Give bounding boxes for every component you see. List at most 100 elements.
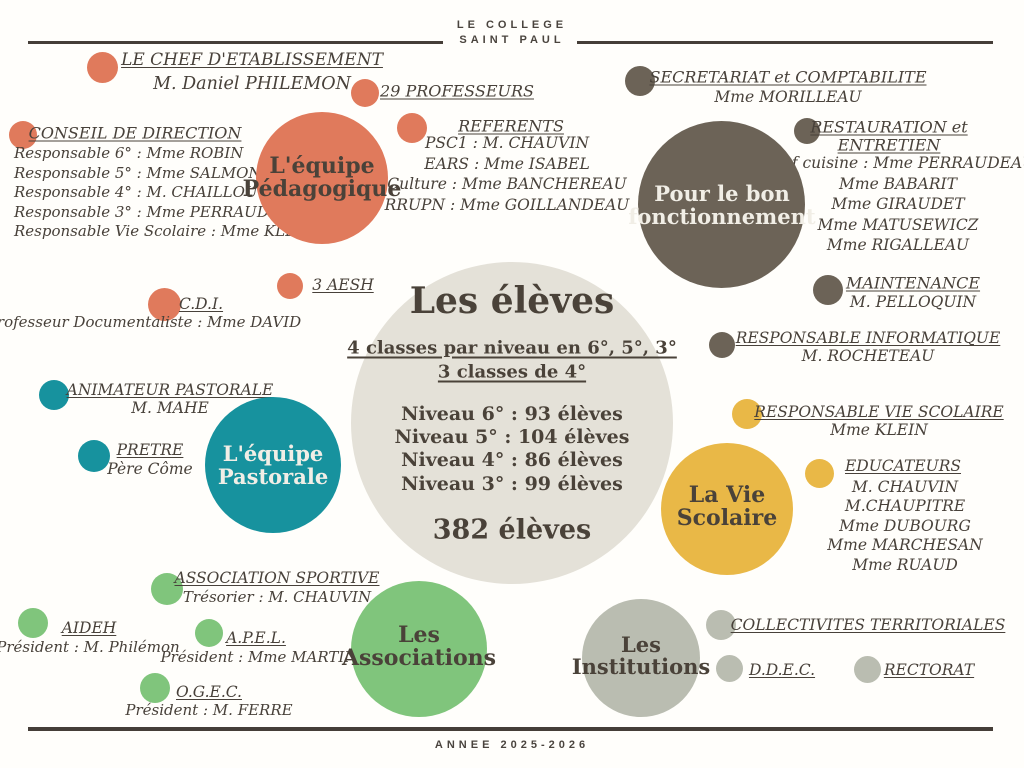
referent-member: EARS : Mme ISABEL (424, 154, 590, 173)
eleves-level: Niveau 3° : 99 élèves (401, 472, 623, 495)
eleves-classes-line1: 4 classes par niveau en 6°, 5°, 3° (347, 337, 677, 359)
restauration-member: Mme BABARIT (839, 174, 957, 193)
conseil-member: Responsable Vie Scolaire : Mme KLEIN (14, 222, 316, 241)
vie-scolaire-line2: Scolaire (676, 505, 778, 531)
chef-etablissement-dot (87, 52, 118, 83)
fonctionnement-label: Pour le bon fonctionnement (628, 182, 815, 228)
eleves-level: Niveau 4° : 86 élèves (401, 449, 623, 472)
aideh-title: AIDEH (61, 619, 117, 637)
referents-dot (397, 113, 427, 143)
secretariat-dot (625, 66, 655, 96)
equipe-pastorale-line1: L'équipe (222, 441, 324, 466)
animateur-name: M. MAHE (131, 399, 209, 417)
collectivites-dot (706, 610, 736, 640)
association-sportive-title: ASSOCIATION SPORTIVE (174, 569, 380, 587)
maintenance-title: MAINTENANCE (845, 273, 981, 293)
rectorat-dot (854, 656, 881, 683)
ogec-name: Président : M. FERRE (125, 701, 293, 719)
conseil-direction-members: Responsable 6° : Mme ROBIN Responsable 5… (14, 144, 315, 242)
equipe-pastorale-label: L'équipe Pastorale (218, 442, 328, 488)
association-sportive-dot (151, 573, 183, 605)
equipe-pedagogique-label: L'équipe Pédagogique (243, 155, 402, 201)
vie-scolaire-label: La Vie Scolaire (677, 484, 778, 530)
institutions-label: Les Institutions (572, 634, 710, 678)
referent-member: RRUPN : Mme GOILLANDEAU (384, 195, 630, 214)
associations-line1: Les (398, 622, 440, 648)
responsable-vie-scolaire-dot (732, 399, 762, 429)
institutions-circle (582, 599, 700, 717)
secretariat-name: Mme MORILLEAU (714, 88, 862, 106)
associations-label: Les Associations (342, 624, 496, 670)
educateur-member: M. CHAUVIN (851, 478, 959, 496)
aideh-dot (18, 608, 48, 638)
pretre-title: PRETRE (116, 441, 184, 459)
referents-members: PSC1 : M. CHAUVIN EARS : Mme ISABEL Cult… (385, 133, 630, 215)
educateurs-dot (805, 459, 834, 488)
fonctionnement-circle (638, 121, 805, 288)
restauration-dot (794, 118, 820, 144)
apel-name: Président : Mme MARTIN (160, 648, 358, 666)
animateur-title: ANIMATEUR PASTORALE (66, 381, 274, 399)
eleves-level: Niveau 6° : 93 élèves (401, 403, 623, 425)
vie-scolaire-line1: La Vie (688, 482, 766, 508)
conseil-member: Responsable 3° : Mme PERRAUDEAU (14, 202, 304, 221)
educateur-member: Mme DUBOURG (839, 516, 971, 535)
restauration-title-line2: ENTRETIEN (837, 135, 941, 155)
ogec-title: O.G.E.C. (176, 683, 242, 701)
conseil-member: Responsable 5° : Mme SALMON (14, 163, 262, 182)
school-name-line1: LE COLLEGE (456, 19, 568, 31)
eleves-title: Les élèves (409, 280, 615, 322)
associations-line2: Associations (341, 645, 497, 671)
conseil-member: Responsable 6° : Mme ROBIN (14, 144, 244, 162)
eleves-circle (351, 262, 673, 584)
school-name-line2: SAINT PAUL (459, 34, 565, 46)
cdi-dot (148, 288, 181, 321)
eleves-total: 382 élèves (432, 514, 592, 546)
pretre-name: Père Côme (107, 460, 193, 478)
header-rule-right (577, 41, 993, 44)
equipe-pedagogique-line1: L'équipe (269, 153, 375, 179)
maintenance-dot (813, 275, 843, 305)
restauration-title-line1: RESTAURATION et (810, 117, 968, 137)
cdi-title: C.D.I. (178, 295, 224, 313)
header-rule-left (28, 41, 443, 44)
chef-etablissement-name: M. Daniel PHILEMON (153, 74, 351, 94)
footer-year: ANNEE 2025-2026 (434, 739, 590, 751)
informatique-title: RESPONSABLE INFORMATIQUE (735, 329, 1001, 347)
referent-member: Culture : Mme BANCHEREAU (387, 175, 627, 193)
restauration-member: Mme MATUSEWICZ (817, 215, 979, 234)
restauration-member: Mme RIGALLEAU (826, 236, 970, 255)
professeurs-dot (351, 79, 379, 107)
educateur-member: M.CHAUPITRE (844, 497, 966, 516)
ogec-dot (140, 673, 170, 703)
conseil-direction-title: CONSEIL DE DIRECTION (28, 123, 242, 143)
aesh-dot (277, 273, 303, 299)
eleves-classes-line2: 3 classes de 4° (437, 361, 587, 383)
equipe-pastorale-line2: Pastorale (217, 464, 329, 489)
educateurs-title: EDUCATEURS (844, 457, 962, 475)
conseil-direction-dot (9, 121, 37, 149)
ddec-title: D.D.E.C. (748, 661, 816, 679)
maintenance-name: M. PELLOQUIN (849, 293, 977, 311)
institutions-line1: Les (621, 632, 661, 657)
cdi-name: Professeur Documentaliste : Mme DAVID (0, 313, 302, 331)
fonctionnement-line2: fonctionnement (628, 204, 816, 229)
animateur-dot (39, 380, 69, 410)
rectorat-title: RECTORAT (883, 661, 975, 679)
collectivites-title: COLLECTIVITES TERRITORIALES (730, 616, 1006, 634)
fonctionnement-line1: Pour le bon (654, 181, 790, 206)
educateur-member: Mme RUAUD (852, 555, 958, 574)
association-sportive-name: Trésorier : M. CHAUVIN (182, 588, 372, 606)
institutions-line2: Institutions (571, 654, 711, 679)
apel-title: A.P.E.L. (226, 629, 286, 647)
responsable-vie-scolaire-name: Mme KLEIN (830, 421, 928, 439)
eleves-levels: Niveau 6° : 93 élèves Niveau 5° : 104 él… (395, 403, 630, 496)
equipe-pedagogique-line2: Pédagogique (242, 176, 402, 202)
associations-circle (351, 581, 487, 717)
ddec-dot (716, 655, 743, 682)
secretariat-title: SECRETARIAT et COMPTABILITE (649, 67, 927, 87)
chef-etablissement-title: LE CHEF D'ETABLISSEMENT (121, 50, 383, 70)
referents-title: REFERENTS (458, 116, 564, 136)
vie-scolaire-circle (661, 443, 793, 575)
